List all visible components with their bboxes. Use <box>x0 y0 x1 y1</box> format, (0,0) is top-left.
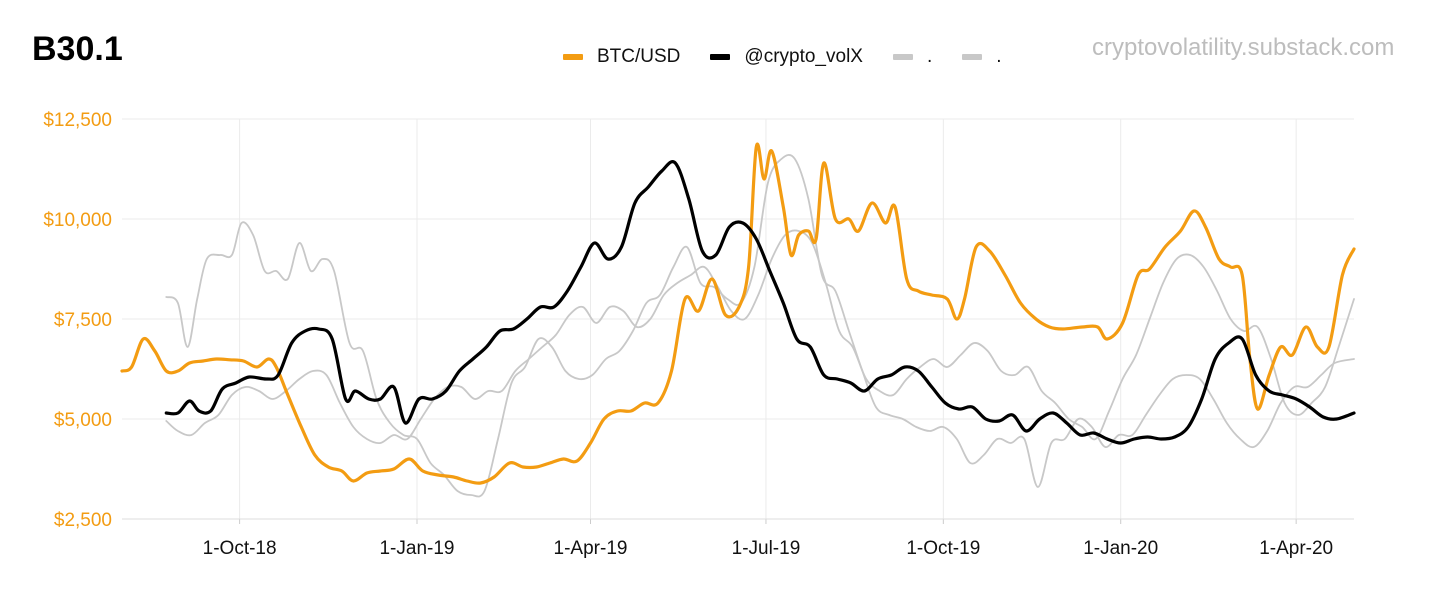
x-tick-label: 1-Jul-19 <box>732 538 801 559</box>
watermark: cryptovolatility.substack.com <box>1092 34 1395 61</box>
x-tick-label: 1-Apr-20 <box>1259 538 1333 559</box>
legend: BTC/USD @crypto_volX.. <box>563 44 1032 70</box>
legend-label: . <box>996 46 1002 67</box>
grey-series-2-line <box>165 229 1355 445</box>
y-tick-label: $10,000 <box>43 210 112 231</box>
legend-crypto-volx: @crypto_volX <box>710 46 863 68</box>
x-tick-label: 1-Jan-20 <box>1083 538 1158 559</box>
chart-title: B30.1 <box>32 30 123 68</box>
legend-label: @crypto_volX <box>744 46 863 67</box>
legend-swatch <box>563 54 583 60</box>
y-tick-label: $7,500 <box>54 310 112 331</box>
legend-label: BTC/USD <box>597 46 681 67</box>
y-tick-label: $5,000 <box>54 410 112 431</box>
x-tick-label: 1-Oct-18 <box>203 538 277 559</box>
x-tick-label: 1-Apr-19 <box>554 538 628 559</box>
x-tick-label: 1-Oct-19 <box>906 538 980 559</box>
legend-grey-series-1: . <box>892 46 933 68</box>
y-tick-label: $12,500 <box>43 110 112 131</box>
x-tick-label: 1-Jan-19 <box>379 538 454 559</box>
legend-grey-series-2: . <box>962 46 1002 68</box>
legend-swatch <box>892 54 913 60</box>
grey-series-1-line <box>165 154 1355 498</box>
btc-usd-line <box>120 142 1356 485</box>
crypto-volx-line <box>164 160 1356 445</box>
y-tick-label: $2,500 <box>54 510 112 531</box>
legend-swatch <box>710 54 731 60</box>
legend-btc-usd: BTC/USD <box>563 46 680 68</box>
legend-label: . <box>926 46 933 67</box>
legend-swatch <box>962 54 983 60</box>
